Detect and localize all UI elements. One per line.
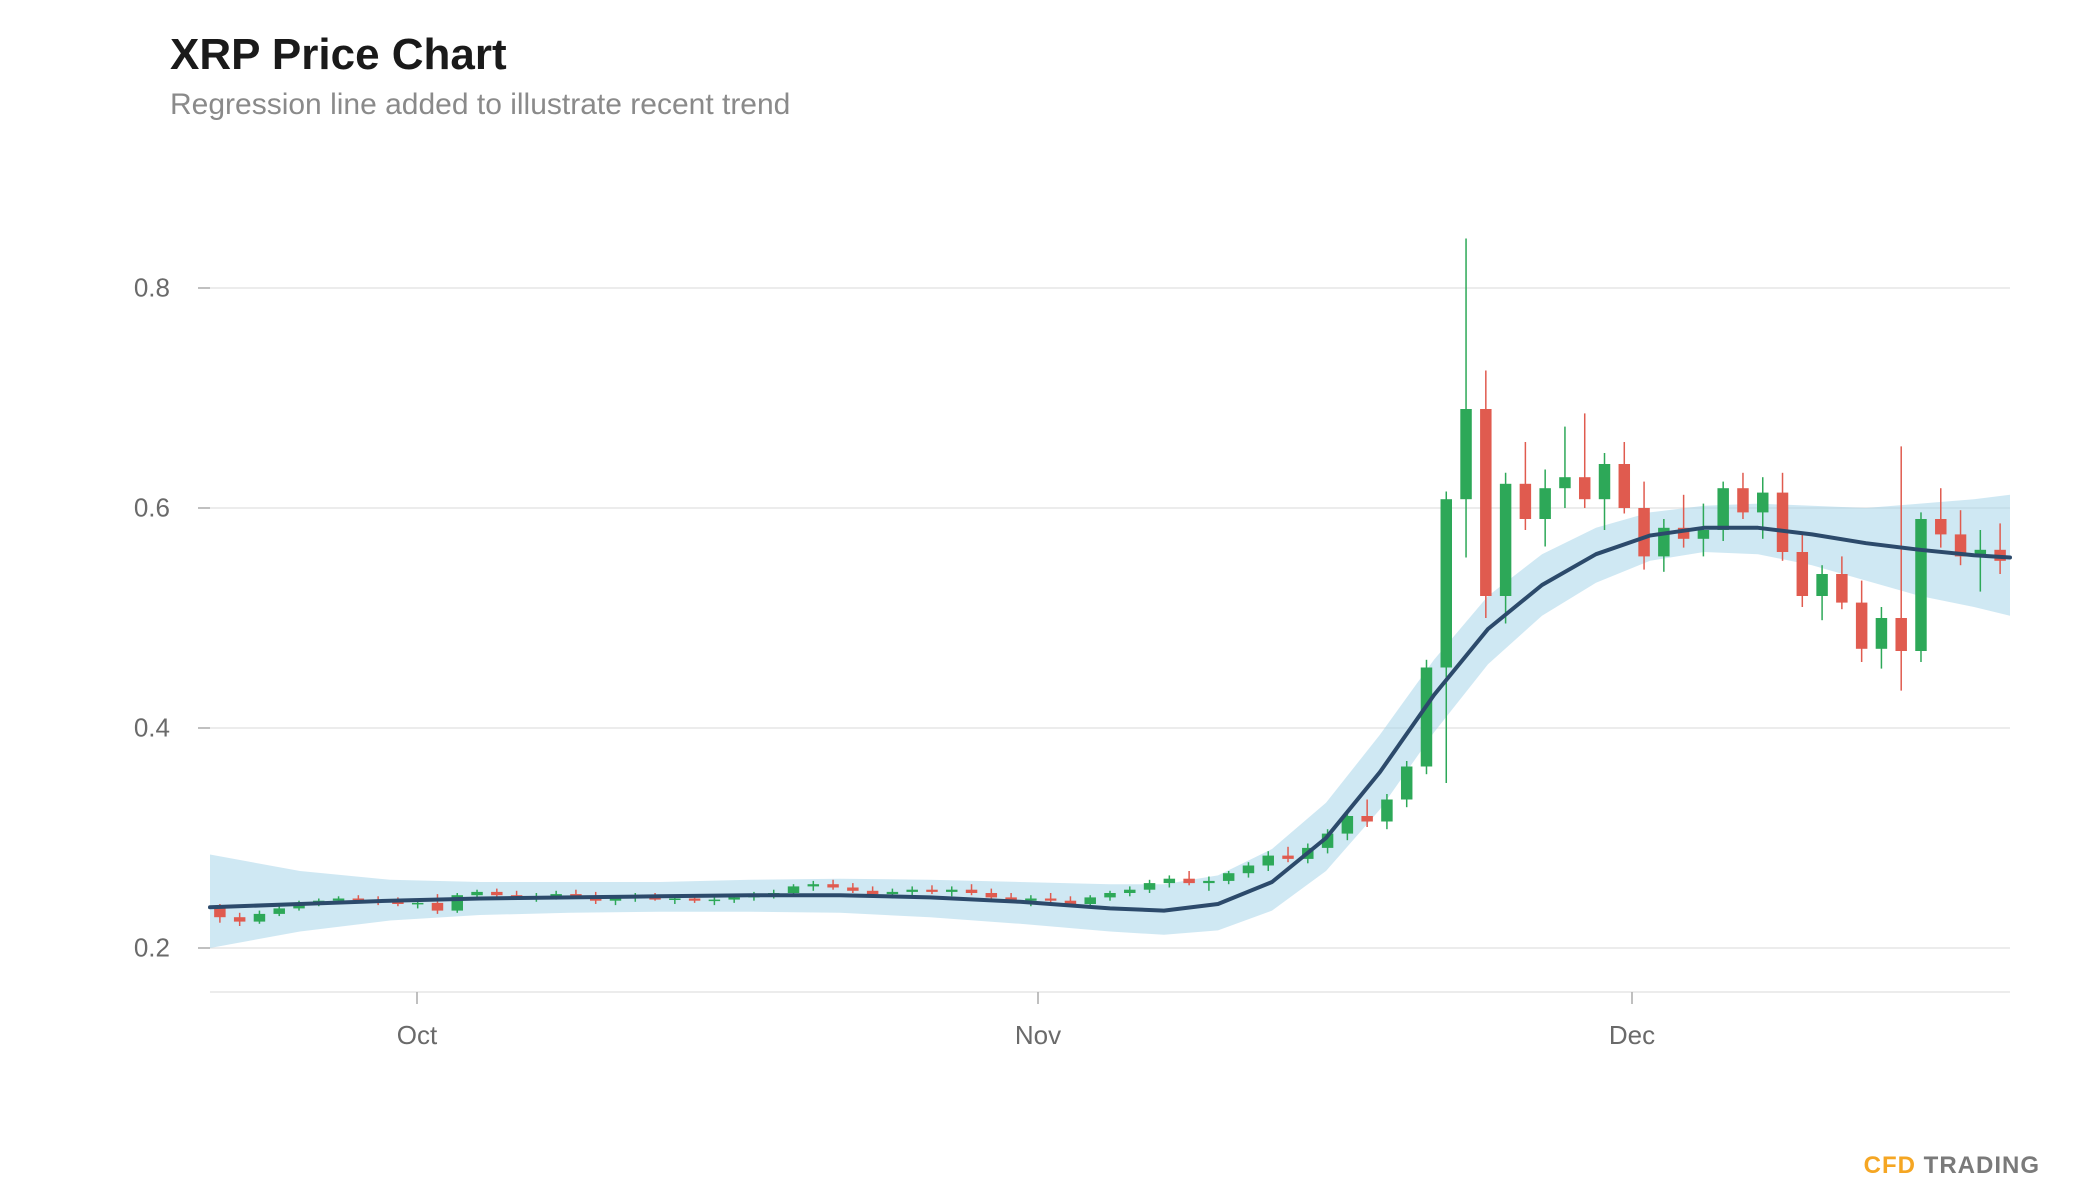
candle-body — [1500, 484, 1511, 596]
candle-body — [1401, 767, 1412, 800]
x-tick-label: Dec — [1609, 1020, 1655, 1051]
brand-part1: CFD — [1864, 1152, 1916, 1179]
candle-body — [788, 886, 799, 893]
candle-body — [1816, 574, 1827, 596]
candle-body — [728, 897, 739, 899]
candle-body — [1441, 499, 1452, 667]
candle-body — [273, 908, 284, 914]
candle-body — [1203, 881, 1214, 883]
candle-body — [1777, 493, 1788, 552]
y-tick-label: 0.2 — [134, 933, 170, 964]
candle-body — [1599, 464, 1610, 499]
footer-brand: CFD TRADING — [1864, 1152, 2040, 1180]
chart-svg — [100, 162, 2020, 1062]
candle-body — [491, 892, 502, 895]
y-tick-label: 0.8 — [134, 273, 170, 304]
candle-body — [1183, 879, 1194, 883]
candle-body — [1836, 574, 1847, 603]
candle-body — [1084, 897, 1095, 904]
candle-body — [887, 892, 898, 894]
candle-body — [1144, 883, 1155, 890]
candle-body — [1638, 508, 1649, 556]
candle-body — [254, 914, 265, 922]
chart-title: XRP Price Chart — [170, 30, 2040, 80]
candle-body — [1045, 899, 1056, 901]
candle-body — [1282, 856, 1293, 859]
chart-subtitle: Regression line added to illustrate rece… — [170, 88, 2040, 122]
candle-body — [867, 891, 878, 894]
candle-body — [1856, 603, 1867, 649]
candle-body — [1757, 493, 1768, 513]
candle-body — [1559, 477, 1570, 488]
candle-body — [1717, 488, 1728, 530]
candle-body — [234, 917, 245, 921]
candle-body — [926, 890, 937, 892]
candle-body — [1797, 552, 1808, 596]
candle-body — [1539, 488, 1550, 519]
candle-body — [1223, 873, 1234, 881]
candle-body — [1915, 519, 1926, 651]
y-tick-label: 0.6 — [134, 493, 170, 524]
candle-body — [709, 900, 720, 902]
candle-body — [1164, 879, 1175, 883]
plot-area: 0.2 0.4 0.6 0.8 Oct Nov Dec — [100, 162, 2020, 1062]
candle-body — [1361, 816, 1372, 822]
candle-body — [1104, 893, 1115, 897]
candle-body — [1737, 488, 1748, 512]
chart-container: XRP Price Chart Regression line added to… — [0, 0, 2100, 1122]
candle-body — [333, 899, 344, 901]
candle-body — [1935, 519, 1946, 534]
candle-body — [1698, 530, 1709, 539]
candle-body — [471, 892, 482, 895]
candle-body — [946, 890, 957, 892]
candle-body — [1263, 856, 1274, 866]
candle-body — [669, 899, 680, 901]
candle-body — [986, 893, 997, 897]
x-tick-label: Nov — [1015, 1020, 1061, 1051]
y-tick-label: 0.4 — [134, 713, 170, 744]
candle-body — [847, 888, 858, 891]
brand-part2: TRADING — [1924, 1152, 2040, 1179]
candle-body — [808, 884, 819, 886]
candle-body — [1579, 477, 1590, 499]
candle-body — [412, 903, 423, 905]
candle-body — [432, 903, 443, 911]
candle-body — [966, 890, 977, 893]
candle-body — [1124, 890, 1135, 893]
candle-body — [1895, 618, 1906, 651]
candle-body — [906, 890, 917, 892]
candle-body — [1480, 409, 1491, 596]
candle-body — [1381, 800, 1392, 822]
x-tick-label: Oct — [397, 1020, 437, 1051]
candle-body — [689, 899, 700, 901]
regression-band — [210, 495, 2010, 948]
candle-body — [1619, 464, 1630, 508]
candle-body — [1520, 484, 1531, 519]
candle-body — [1243, 866, 1254, 874]
regression-line — [210, 528, 2010, 911]
candle-body — [1876, 618, 1887, 649]
candle-body — [827, 884, 838, 887]
candle-body — [1421, 668, 1432, 767]
candle-body — [1460, 409, 1471, 499]
